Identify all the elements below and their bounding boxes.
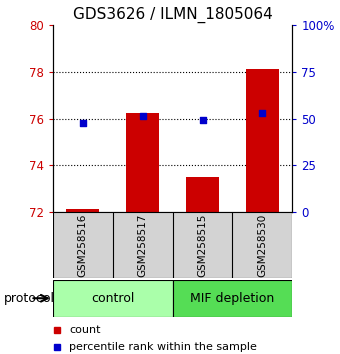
Text: count: count bbox=[69, 325, 101, 335]
FancyBboxPatch shape bbox=[53, 280, 172, 317]
Point bbox=[200, 117, 205, 122]
Bar bbox=[186, 177, 219, 212]
Text: GSM258516: GSM258516 bbox=[78, 213, 88, 277]
Point bbox=[80, 120, 85, 126]
Title: GDS3626 / ILMN_1805064: GDS3626 / ILMN_1805064 bbox=[73, 7, 272, 23]
FancyBboxPatch shape bbox=[172, 280, 292, 317]
Text: MIF depletion: MIF depletion bbox=[190, 292, 275, 305]
Bar bbox=[126, 113, 159, 212]
Bar bbox=[66, 209, 99, 212]
Text: GSM258517: GSM258517 bbox=[138, 213, 148, 277]
Point bbox=[260, 110, 265, 115]
FancyBboxPatch shape bbox=[53, 212, 292, 278]
Text: GSM258515: GSM258515 bbox=[198, 213, 207, 277]
Text: GSM258530: GSM258530 bbox=[257, 213, 268, 277]
Text: percentile rank within the sample: percentile rank within the sample bbox=[69, 342, 257, 352]
Bar bbox=[246, 69, 279, 212]
Point bbox=[140, 113, 145, 119]
Text: control: control bbox=[91, 292, 134, 305]
Text: protocol: protocol bbox=[3, 292, 54, 305]
